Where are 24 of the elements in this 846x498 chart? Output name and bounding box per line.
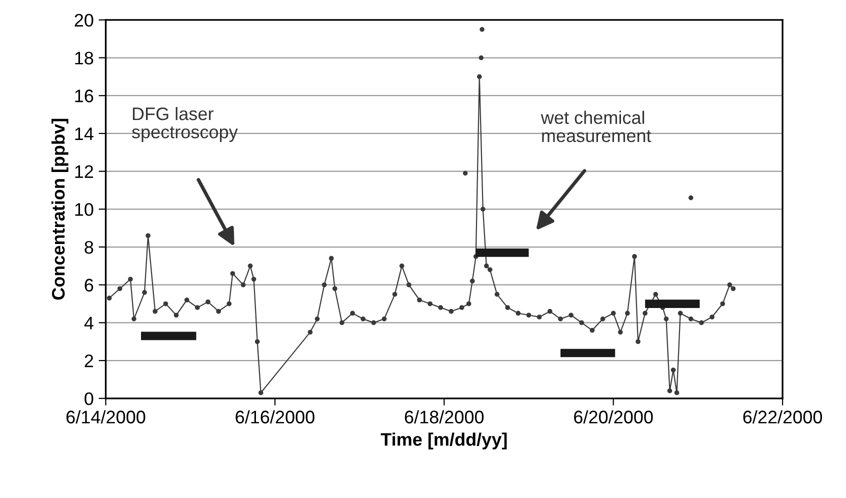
x-axis-title: Time [m/dd/yy] (380, 432, 507, 450)
point (688, 195, 694, 200)
y-tick-label: 8 (84, 240, 94, 254)
x-tick-label: 6/20/2000 (574, 410, 653, 424)
x-tick-label: 6/16/2000 (236, 410, 314, 424)
y-tick-label: 4 (84, 316, 94, 330)
y-tick-label: 10 (75, 203, 94, 216)
y-tick-label: 20 (74, 14, 94, 27)
annotation: DFG laser spectroscopy (132, 106, 238, 142)
y-tick-label: 14 (75, 128, 94, 140)
x-tick-label: 6/22/2000 (743, 410, 822, 424)
y-tick-label: 2 (84, 354, 94, 368)
y-axis-title: Concentration [ppbv] (51, 118, 68, 300)
y-tick-label: 0 (84, 392, 94, 406)
point (478, 55, 484, 60)
y-tick-label: 12 (75, 165, 94, 178)
y-tick-label: 16 (75, 90, 94, 102)
point (480, 26, 484, 32)
annotation: wet chemical measurement (540, 110, 652, 142)
point (462, 170, 468, 176)
x-tick-label: 6/14/2000 (66, 410, 146, 424)
y-tick-label: 6 (84, 278, 94, 292)
x-tick-label: 6/18/2000 (404, 410, 484, 424)
y-tick-label: 18 (75, 52, 94, 64)
